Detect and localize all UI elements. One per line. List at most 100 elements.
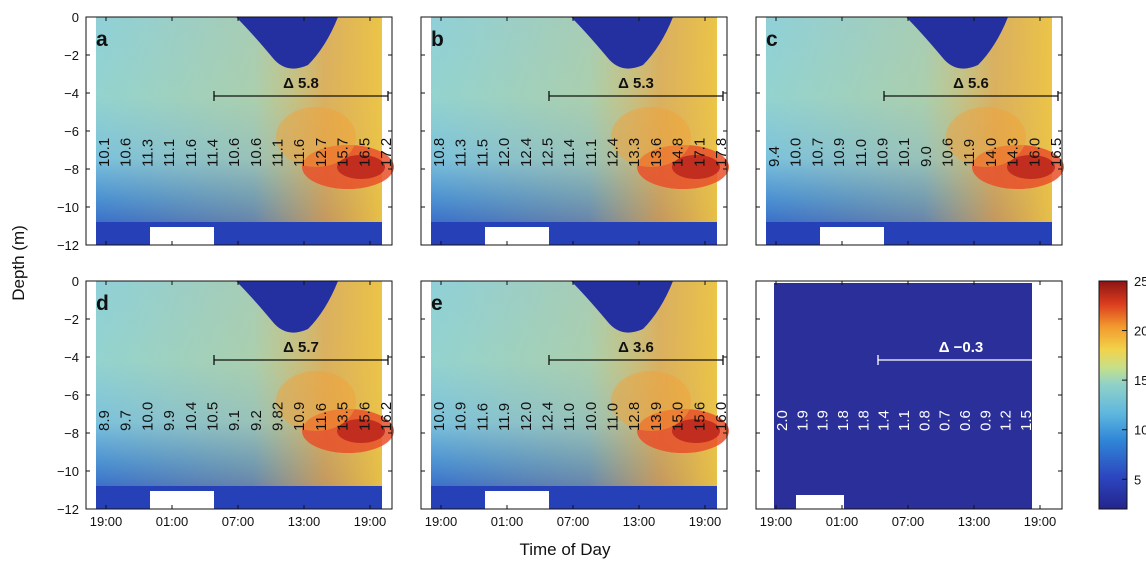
column-value: 12.4	[518, 138, 535, 167]
column-value: 14.8	[670, 138, 687, 167]
column-value: 13.5	[335, 402, 352, 431]
column-value: 11.1	[583, 139, 600, 167]
heatmap-f	[756, 281, 1062, 509]
column-value: 11.3	[139, 139, 156, 167]
y-tick-label: −8	[64, 426, 79, 441]
column-value: 12.0	[518, 402, 535, 431]
panel-label-a: a	[96, 28, 108, 51]
x-tick-label: 01:00	[491, 514, 524, 529]
column-value: 16.0	[1026, 138, 1043, 167]
column-value: 10.9	[453, 402, 470, 431]
y-tick-label: −10	[57, 200, 79, 215]
column-value: 14.0	[983, 138, 1000, 167]
column-value: 10.9	[874, 138, 891, 167]
column-value: 11.4	[204, 139, 221, 167]
x-tick-label: 13:00	[288, 514, 321, 529]
y-tick-label: −6	[64, 388, 79, 403]
x-axis-label: Time of Day	[519, 540, 611, 559]
column-value: 15.0	[670, 402, 687, 431]
column-value: 11.6	[474, 403, 491, 431]
column-value: 8.9	[96, 410, 113, 431]
column-value: 12.0	[496, 138, 513, 167]
column-value: 1.9	[815, 410, 832, 431]
x-tick-label: 01:00	[156, 514, 189, 529]
column-value: 10.1	[96, 138, 113, 167]
panel-b: bΔ 5.310.8 11.3 11.5 12.0 12.4 12.5 11.4 11.1 12…	[420, 16, 730, 246]
column-value: 11.3	[453, 139, 470, 167]
column-value: 0.8	[916, 410, 933, 431]
column-value: 9.7	[118, 410, 135, 431]
colorbar-tick-label: 10	[1134, 423, 1146, 438]
y-tick-label: 0	[72, 274, 79, 289]
column-value: 16.0	[713, 402, 730, 431]
column-value: 17.1	[691, 138, 708, 167]
column-value: 16.5	[356, 138, 373, 167]
column-value: 11.1	[270, 139, 287, 167]
column-value: 1.1	[896, 410, 913, 431]
column-value: 14.3	[1005, 138, 1022, 167]
colorbar-tick-label: 15	[1134, 373, 1146, 388]
column-value: 0.7	[937, 410, 954, 431]
column-value: 12.4	[539, 402, 556, 431]
column-value: 1.8	[835, 410, 852, 431]
column-value: 11.9	[961, 139, 978, 167]
column-value: 10.8	[431, 138, 448, 167]
delta-label-a: Δ 5.8	[283, 75, 319, 92]
delta-label-c: Δ 5.6	[953, 75, 989, 92]
panel-label-b: b	[431, 28, 444, 51]
column-value: 17.8	[713, 138, 730, 167]
colorbar: 25 20 15 10 5	[1098, 274, 1146, 510]
colorbar-tick-label: 20	[1134, 324, 1146, 339]
column-value: 10.6	[940, 138, 957, 167]
heatmap-b	[431, 17, 729, 245]
x-tick-label: 01:00	[826, 514, 859, 529]
column-value: 11.6	[291, 139, 308, 167]
column-value: 10.7	[809, 138, 826, 167]
delta-label-d: Δ 5.7	[283, 339, 319, 356]
y-tick-label: −2	[64, 312, 79, 327]
y-tick-label: −2	[64, 48, 79, 63]
column-value: 12.4	[605, 138, 622, 167]
column-value: 15.7	[335, 138, 352, 167]
column-value: 10.9	[831, 138, 848, 167]
column-value: 10.0	[139, 402, 156, 431]
heatmap-d	[96, 281, 394, 509]
column-value: 10.6	[226, 138, 243, 167]
column-value: 10.5	[204, 402, 221, 431]
colorbar-tick-label: 5	[1134, 472, 1141, 487]
column-value: 2.0	[774, 410, 791, 431]
x-tick-label: 19:00	[760, 514, 793, 529]
x-tick-label: 19:00	[425, 514, 458, 529]
column-value: 9.0	[918, 146, 935, 167]
column-value: 11.0	[853, 139, 870, 167]
x-tick-label: 13:00	[623, 514, 656, 529]
column-value: 10.4	[183, 402, 200, 431]
column-value: 11.4	[561, 139, 578, 167]
column-value: 16.2	[378, 402, 395, 431]
column-value: 12.5	[539, 138, 556, 167]
y-tick-label: 0	[72, 10, 79, 25]
y-tick-label: −12	[57, 238, 79, 253]
column-value: 11.0	[605, 403, 622, 431]
column-value: 1.9	[794, 410, 811, 431]
column-value: 9.2	[248, 410, 265, 431]
column-value: 16.5	[1048, 138, 1065, 167]
x-tick-label: 07:00	[222, 514, 255, 529]
y-axis-label: Depth (m)	[9, 225, 28, 301]
y-tick-label: −12	[57, 502, 79, 517]
column-value: 10.0	[431, 402, 448, 431]
column-value: 11.0	[561, 403, 578, 431]
x-tick-label: 13:00	[958, 514, 991, 529]
x-tick-label: 19:00	[90, 514, 123, 529]
column-value: 0.6	[957, 410, 974, 431]
delta-label-b: Δ 5.3	[618, 75, 654, 92]
column-value: 13.6	[648, 138, 665, 167]
column-value: 1.4	[876, 410, 893, 431]
column-value: 13.9	[648, 402, 665, 431]
column-value: 10.0	[788, 138, 805, 167]
column-value: 11.5	[474, 139, 491, 167]
y-tick-label: −4	[64, 350, 79, 365]
